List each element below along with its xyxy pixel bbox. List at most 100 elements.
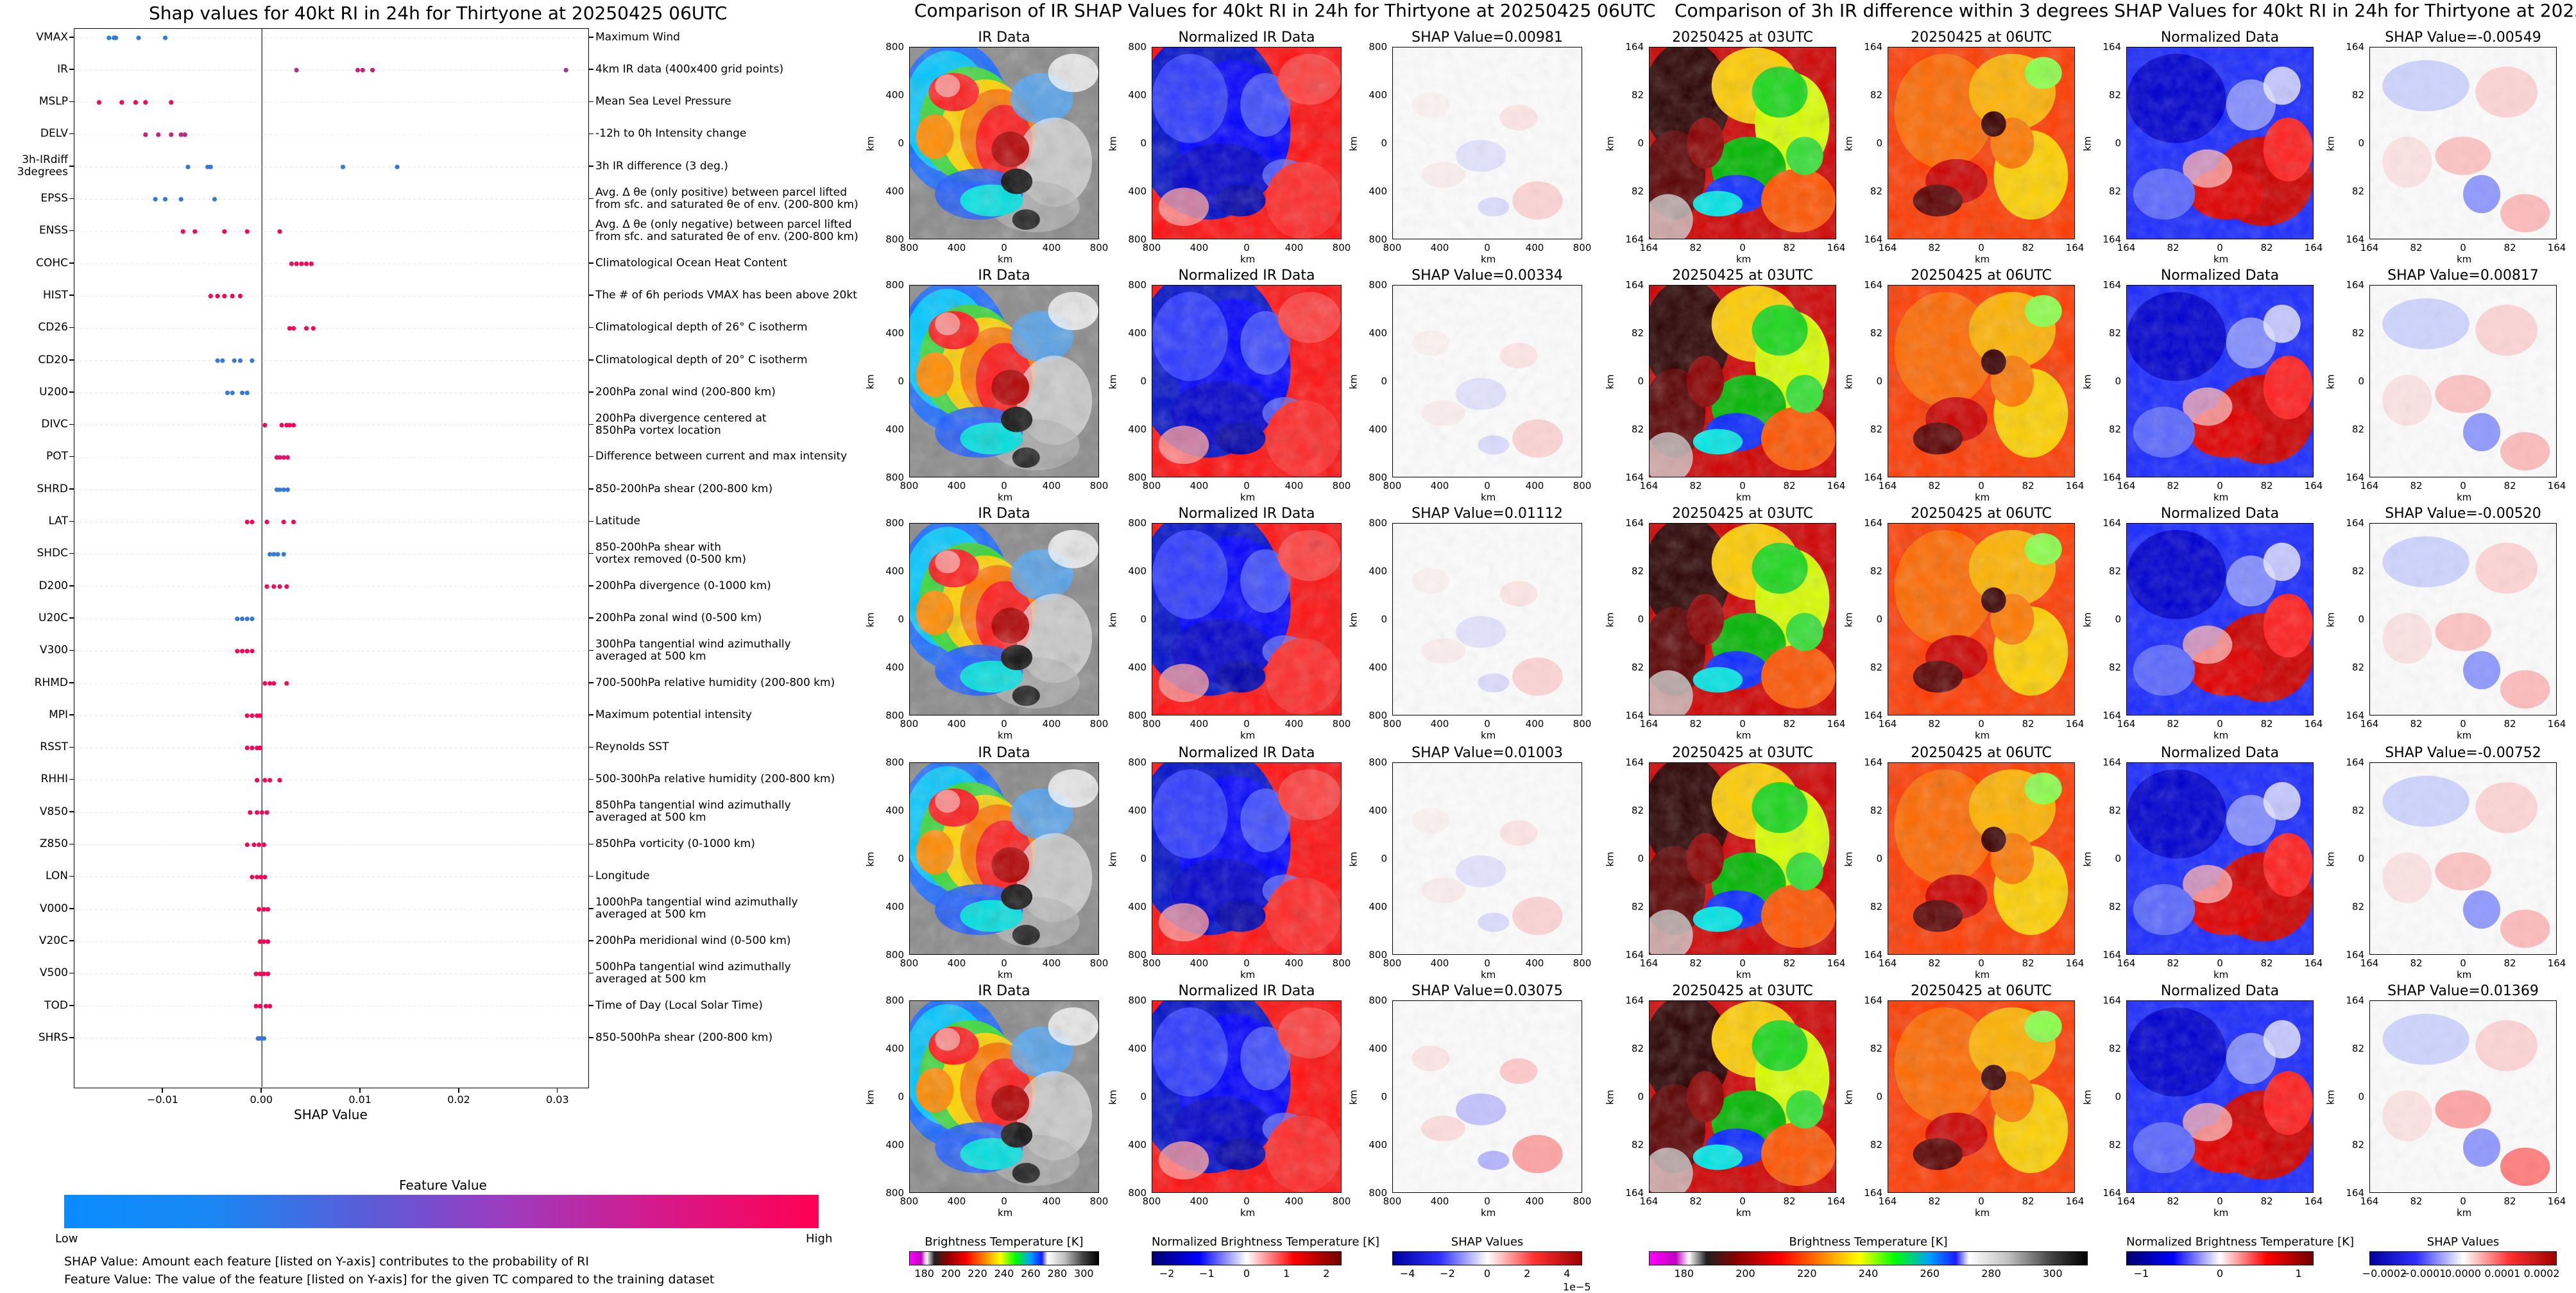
y-tick-label: 0 (1381, 137, 1387, 149)
y-tick-label: 800 (1369, 472, 1387, 483)
colorbar-tick: 0.0000 (2445, 1267, 2481, 1280)
x-tick-label: 800 (1142, 480, 1161, 492)
x-tick-label: 164 (1878, 1195, 1897, 1207)
panel-title: Normalized IR Data (1178, 30, 1315, 46)
shap-point (340, 164, 346, 169)
y-tick-label: 82 (1870, 565, 1882, 577)
shap-point (244, 842, 250, 848)
colorbar-tick: 200 (1736, 1267, 1755, 1280)
x-tick-label: 0 (1001, 718, 1007, 730)
panel-title: 20250425 at 06UTC (1911, 745, 2052, 761)
image-panel (909, 47, 1099, 239)
x-tick-label: 82 (2503, 242, 2516, 253)
y-tick-label: 164 (1625, 949, 1644, 961)
x-tick-label: 0 (1739, 1195, 1746, 1207)
feature-description: Reynolds SST (595, 741, 669, 754)
feature-description: 200hPa zonal wind (0-500 km) (595, 611, 762, 624)
y-axis-label: km (864, 136, 876, 151)
x-tick-label: 164 (2304, 242, 2323, 253)
image-panel (1152, 762, 1342, 955)
feature-description: Time of Day (Local Solar Time) (595, 998, 763, 1012)
panel-image (910, 524, 1098, 715)
image-panel (2369, 1000, 2557, 1193)
y-tick-label: 164 (1625, 41, 1644, 53)
feature-label: CD20 (38, 353, 68, 366)
shap-point (277, 229, 282, 234)
y-tick-label: 800 (885, 41, 904, 53)
x-tick-label: 82 (1783, 242, 1796, 253)
shap-point (261, 842, 266, 848)
x-tick-label: 400 (1190, 242, 1209, 253)
x-tick-label: 164 (1827, 957, 1846, 969)
colorbar-tick: −2 (1159, 1267, 1175, 1280)
texture (1393, 47, 1582, 239)
y-tick-label: 82 (2108, 424, 2121, 435)
x-tick-label: 164 (1878, 242, 1897, 253)
y-axis-label: km (864, 374, 876, 390)
y-tick-label: 164 (2346, 995, 2364, 1006)
x-tick-label: 0 (1001, 480, 1007, 492)
shap-point (287, 423, 292, 428)
x-tick-label: 400 (1284, 957, 1304, 969)
shap-point (268, 681, 273, 686)
texture (2127, 763, 2313, 954)
shap-point (255, 875, 260, 880)
x-axis-label: km (2457, 253, 2472, 265)
y-tick-mark (589, 230, 593, 232)
y-tick-label: 164 (2103, 234, 2121, 245)
y-tick-label: 400 (885, 327, 904, 339)
shap-point (253, 1004, 259, 1009)
colorbar-tick: 0 (2216, 1267, 2224, 1280)
panel-image (1393, 1001, 1582, 1192)
y-axis-label: km (2081, 1090, 2094, 1105)
shap-point (114, 35, 119, 40)
x-tick-label: 164 (2360, 480, 2379, 492)
shap-point (257, 972, 262, 977)
y-tick-label: 164 (2346, 949, 2364, 961)
x-tick-label: 800 (1142, 242, 1161, 253)
x-axis-label: km (1975, 969, 1990, 980)
y-tick-mark (589, 327, 593, 329)
y-tick-label: 0 (898, 137, 904, 149)
panel-image (2127, 524, 2313, 715)
y-tick-mark (589, 972, 593, 974)
image-panel (2369, 762, 2557, 955)
shap-point (261, 1036, 266, 1041)
shap-point (271, 681, 277, 686)
feature-label: SHRD (37, 482, 68, 495)
y-tick-label: 800 (1369, 949, 1387, 961)
y-axis-label: km (1347, 374, 1360, 390)
panel-image (1650, 524, 1836, 715)
y-tick-label: 164 (1625, 710, 1644, 721)
panel-title: SHAP Value=0.00817 (2387, 268, 2539, 284)
shap-point (250, 616, 255, 622)
x-tick-label: 82 (2022, 242, 2034, 253)
y-axis-label: km (1347, 612, 1360, 628)
panel-title: 20250425 at 03UTC (1672, 268, 1813, 284)
feature-label: TOD (44, 998, 68, 1012)
shap-point (285, 455, 290, 460)
y-axis-label: km (864, 1090, 876, 1105)
texture (1888, 286, 2074, 477)
x-axis-label: km (2457, 492, 2472, 503)
shap-point (291, 519, 296, 525)
y-tick-mark (69, 585, 74, 587)
y-tick-label: 400 (1128, 805, 1147, 816)
x-axis-label: km (2213, 969, 2229, 980)
y-tick-label: 0 (2115, 137, 2121, 149)
x-tick-label: 0 (1484, 480, 1490, 492)
panel-image (1393, 524, 1582, 715)
panel-title: SHAP Value=0.00334 (1412, 268, 1563, 284)
y-tick-mark (69, 230, 74, 232)
x-tick-label: 0 (1739, 718, 1746, 730)
y-tick-label: 82 (1631, 901, 1644, 912)
y-tick-mark (589, 843, 593, 844)
y-tick-label: 164 (1864, 710, 1882, 721)
x-tick-mark (359, 1088, 361, 1093)
y-tick-label: 82 (2351, 1043, 2364, 1054)
x-tick-label: 164 (2547, 242, 2566, 253)
y-tick-label: 0 (898, 375, 904, 387)
shap-point (178, 196, 183, 202)
y-tick-mark (589, 1005, 593, 1006)
shap-note-2: Feature Value: The value of the feature … (64, 1272, 715, 1287)
